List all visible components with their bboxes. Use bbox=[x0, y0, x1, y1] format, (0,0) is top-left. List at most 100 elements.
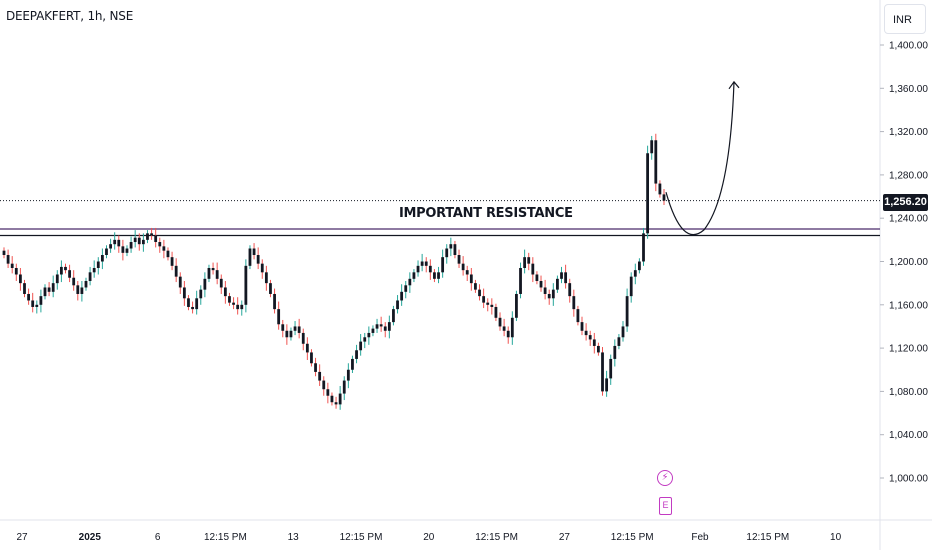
x-tick-label: 13 bbox=[288, 532, 300, 543]
candle-body bbox=[535, 274, 539, 281]
projection-arrowhead bbox=[728, 80, 740, 90]
candle-body bbox=[80, 287, 84, 294]
candle-body bbox=[642, 233, 645, 262]
candle-body bbox=[584, 330, 588, 336]
candle-body bbox=[191, 306, 194, 310]
x-tick-label: 12:15 PM bbox=[475, 532, 518, 543]
candle-body bbox=[117, 239, 121, 247]
candle-body bbox=[404, 285, 408, 292]
candle-body bbox=[236, 304, 240, 310]
candle-body bbox=[150, 233, 153, 236]
candle-body bbox=[597, 345, 600, 353]
candle-body bbox=[219, 278, 223, 288]
candle-body bbox=[6, 255, 10, 264]
lightning-event-icon[interactable]: ⚡ bbox=[657, 470, 673, 486]
x-tick-label: 10 bbox=[830, 532, 842, 543]
candle-body bbox=[363, 337, 367, 342]
candle-body bbox=[469, 274, 473, 284]
y-tick-label: 1,400.00 bbox=[889, 41, 928, 52]
candle-body bbox=[23, 283, 26, 294]
y-tick-label: 1,160.00 bbox=[889, 300, 928, 311]
candle-body bbox=[617, 337, 621, 346]
candle-body bbox=[510, 317, 514, 338]
candle-body bbox=[412, 272, 416, 279]
candle-body bbox=[47, 287, 51, 292]
candle-body bbox=[580, 322, 584, 331]
x-tick-label: 12:15 PM bbox=[340, 532, 383, 543]
candle-body bbox=[346, 369, 350, 381]
earnings-event-icon[interactable]: E bbox=[659, 497, 672, 515]
currency-selector[interactable]: INR bbox=[884, 4, 926, 34]
candle-body bbox=[305, 343, 309, 353]
candle-body bbox=[629, 276, 633, 297]
y-tick-label: 1,280.00 bbox=[889, 170, 928, 181]
candle-body bbox=[646, 153, 650, 234]
candle-body bbox=[613, 345, 617, 359]
candle-body bbox=[383, 326, 387, 331]
candle-body bbox=[174, 265, 178, 277]
candle-body bbox=[539, 280, 543, 288]
candle-body bbox=[367, 332, 371, 338]
candle-body bbox=[273, 293, 276, 310]
candle-body bbox=[494, 306, 498, 318]
y-tick-label: 1,000.00 bbox=[889, 474, 928, 485]
candle-body bbox=[215, 270, 219, 279]
candle-body bbox=[662, 194, 666, 201]
candle-body bbox=[576, 309, 580, 323]
candle-body bbox=[486, 302, 490, 305]
candle-body bbox=[547, 293, 551, 299]
candle-body bbox=[322, 380, 326, 390]
candle-body bbox=[125, 248, 129, 253]
candle-body bbox=[105, 248, 108, 256]
candle-body bbox=[342, 380, 346, 394]
candle-body bbox=[96, 261, 100, 268]
candle-body bbox=[178, 276, 182, 288]
candle-body bbox=[441, 257, 445, 273]
candle-body bbox=[560, 272, 563, 279]
candle-body bbox=[170, 257, 174, 266]
candle-body bbox=[88, 272, 92, 281]
candle-body bbox=[638, 261, 641, 271]
candle-body bbox=[531, 263, 535, 275]
candle-body bbox=[27, 293, 30, 301]
x-tick-label: Feb bbox=[691, 532, 709, 543]
candle-body bbox=[121, 246, 125, 253]
candle-body bbox=[453, 244, 457, 256]
candle-body bbox=[498, 317, 502, 327]
candle-body bbox=[297, 326, 301, 333]
candle-body bbox=[240, 304, 244, 310]
y-tick-label: 1,040.00 bbox=[889, 430, 928, 441]
candle-body bbox=[223, 287, 227, 297]
candle-body bbox=[437, 272, 440, 279]
candle-body bbox=[248, 248, 252, 266]
x-tick-label: 12:15 PM bbox=[746, 532, 789, 543]
x-tick-label: 27 bbox=[16, 532, 28, 543]
candle-body bbox=[625, 296, 629, 327]
candle-body bbox=[420, 261, 424, 266]
y-tick-label: 1,360.00 bbox=[889, 84, 928, 95]
candle-body bbox=[59, 266, 63, 275]
y-tick-label: 1,120.00 bbox=[889, 344, 928, 355]
y-tick-label: 1,200.00 bbox=[889, 257, 928, 268]
candle-body bbox=[260, 263, 264, 273]
candle-body bbox=[18, 274, 22, 284]
candle-body bbox=[482, 296, 486, 303]
candle-body bbox=[396, 300, 399, 310]
candle-body bbox=[137, 237, 141, 245]
candle-body bbox=[658, 183, 662, 195]
candle-body bbox=[129, 242, 133, 249]
candle-body bbox=[289, 330, 293, 338]
candle-body bbox=[506, 330, 510, 338]
candle-body bbox=[433, 272, 436, 279]
candle-body bbox=[39, 296, 43, 305]
candle-body bbox=[84, 280, 88, 288]
candle-body bbox=[281, 324, 285, 331]
candle-body bbox=[564, 272, 568, 284]
candle-body bbox=[408, 278, 412, 286]
x-tick-label: 6 bbox=[155, 532, 161, 543]
x-tick-label: 12:15 PM bbox=[611, 532, 654, 543]
candle-body bbox=[244, 265, 248, 305]
candle-body bbox=[379, 324, 383, 327]
candle-body bbox=[68, 270, 71, 278]
